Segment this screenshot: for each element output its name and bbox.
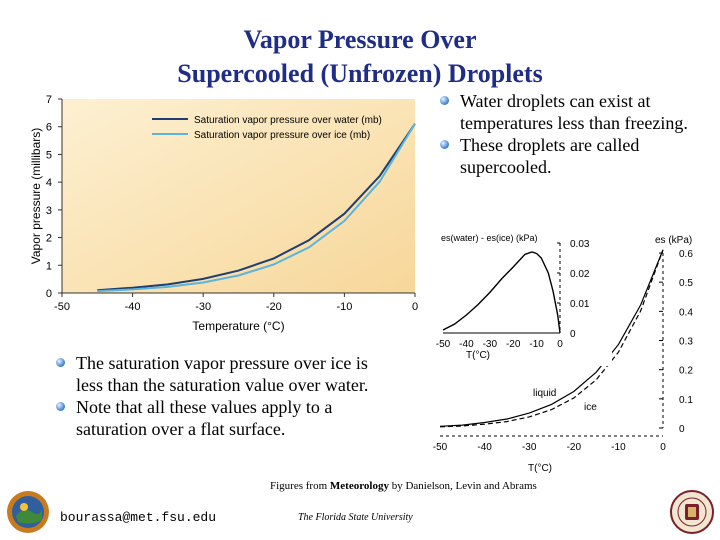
diff-x-tick-label: -30 — [483, 339, 498, 350]
x-tick-label: 0 — [412, 301, 418, 313]
y-axis-label: Vapor pressure (millibars) — [29, 128, 43, 264]
diff-x-tick-label: 0 — [557, 339, 563, 350]
x-axis-label: Temperature (°C) — [192, 319, 284, 333]
x-tick-label: -40 — [125, 301, 141, 313]
es-y-tick-label: 0.6 — [679, 249, 693, 260]
es-series-line — [439, 249, 664, 428]
es-y-tick-label: 0.1 — [679, 395, 693, 406]
bullet-icon — [440, 140, 449, 149]
x-tick-label: -20 — [266, 301, 282, 313]
bullet-item: Water droplets can exist at temperatures… — [432, 90, 702, 134]
x-tick-label: -10 — [336, 301, 352, 313]
left-bullet-list: The saturation vapor pressure over ice i… — [48, 352, 378, 440]
y-tick-label: 4 — [46, 177, 52, 189]
bullet-text: Note that all these values apply to a sa… — [76, 397, 333, 439]
liquid-label: liquid — [533, 388, 556, 399]
es-x-tick-label: -20 — [567, 442, 582, 453]
legend-label: Saturation vapor pressure over ice (mb) — [194, 130, 370, 141]
right-bullet-list: Water droplets can exist at temperatures… — [432, 90, 702, 178]
x-tick-label: -30 — [195, 301, 211, 313]
footer-university: The Florida State University — [298, 512, 413, 523]
diff-y-tick-label: 0.03 — [570, 239, 590, 250]
es-y-tick-label: 0.3 — [679, 337, 693, 348]
es-x-tick-label: -40 — [477, 442, 492, 453]
plot-area — [62, 99, 415, 293]
x-tick-label: -50 — [54, 301, 70, 313]
bullet-icon — [56, 358, 65, 367]
slide-title-line2: Supercooled (Unfrozen) Droplets — [177, 59, 543, 88]
bullet-item: The saturation vapor pressure over ice i… — [48, 352, 378, 396]
series-line — [97, 123, 416, 292]
bullet-icon — [440, 96, 449, 105]
diff-x-axis-label: T(°C) — [466, 350, 490, 361]
diff-series-line — [442, 251, 561, 334]
es-x-tick-label: -30 — [522, 442, 537, 453]
y-tick-label: 6 — [46, 122, 52, 134]
met-department-logo — [7, 491, 49, 533]
bullet-item: Note that all these values apply to a sa… — [48, 396, 378, 440]
diff-y-tick-label: 0 — [570, 329, 576, 340]
es-y-tick-label: 0.2 — [679, 366, 693, 377]
es-x-tick-label: 0 — [660, 442, 666, 453]
footer-email: bourassa@met.fsu.edu — [60, 510, 217, 525]
diff-y-axis-label: es(water) - es(ice) (kPa) — [441, 233, 538, 243]
legend-label: Saturation vapor pressure over water (mb… — [194, 115, 382, 126]
ice-label: ice — [584, 402, 597, 413]
es-x-axis-label: T(°C) — [528, 463, 552, 474]
book-title: Meteorology — [329, 480, 389, 492]
figure-credit: Figures from Meteorology by Danielson, L… — [270, 480, 537, 492]
diff-x-tick-label: -20 — [506, 339, 521, 350]
diff-y-tick-label: 0.02 — [570, 269, 590, 280]
y-tick-label: 2 — [46, 233, 52, 245]
diff-x-tick-label: -40 — [459, 339, 474, 350]
es-series-line — [439, 249, 664, 427]
es-x-tick-label: -10 — [611, 442, 626, 453]
y-tick-label: 1 — [46, 260, 52, 272]
diff-y-tick-label: 0.01 — [570, 299, 590, 310]
es-y-tick-label: 0 — [679, 424, 685, 435]
es-y-tick-label: 0.4 — [679, 307, 693, 318]
fsu-seal-logo — [670, 490, 714, 534]
bullet-text: Water droplets can exist at temperatures… — [460, 91, 688, 133]
bullet-item: These droplets are called supercooled. — [432, 134, 702, 178]
es-y-axis-label: es (kPa) — [655, 235, 692, 246]
bullet-text: These droplets are called supercooled. — [460, 135, 640, 177]
y-tick-label: 7 — [46, 94, 52, 106]
y-tick-label: 0 — [46, 288, 52, 300]
series-line — [97, 123, 416, 293]
es-x-tick-label: -50 — [433, 442, 448, 453]
slide-title-line1: Vapor Pressure Over — [243, 25, 477, 54]
bullet-text: The saturation vapor pressure over ice i… — [76, 353, 369, 395]
bullet-icon — [56, 402, 65, 411]
es-y-tick-label: 0.5 — [679, 278, 693, 289]
y-tick-label: 3 — [46, 205, 52, 217]
diff-x-tick-label: -10 — [529, 339, 544, 350]
y-tick-label: 5 — [46, 149, 52, 161]
diff-x-tick-label: -50 — [436, 339, 451, 350]
